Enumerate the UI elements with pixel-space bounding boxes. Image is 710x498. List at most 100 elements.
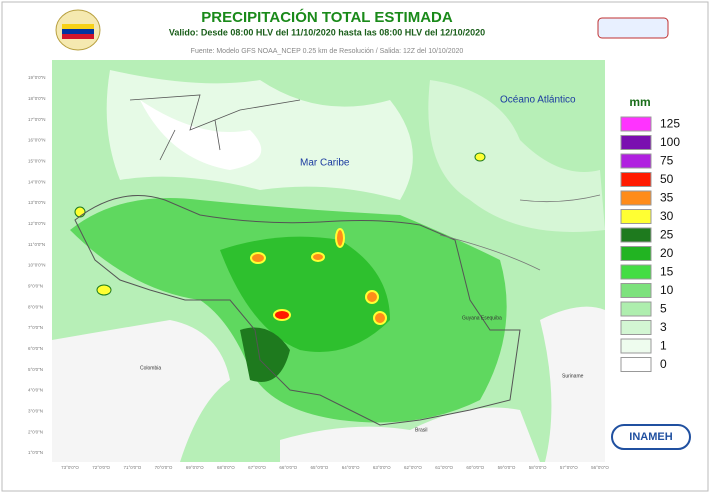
lon-label: 70°0'0"O [155,465,173,470]
lon-label: 56°0'0"O [591,465,609,470]
brazil-area [280,407,540,462]
sea-area [140,100,262,170]
legend-value: 5 [660,302,667,316]
rain-peak [74,206,86,218]
legend-value: 3 [660,320,667,334]
lat-label: 11°0'0"N [28,242,45,247]
lon-label: 71°0'0"O [123,465,141,470]
legend-swatch [620,116,652,132]
legend-value: 25 [660,228,674,242]
subtitle: Valido: Desde 08:00 HLV del 11/10/2020 h… [169,27,485,37]
lat-label: 5°0'0"N [28,367,43,372]
rain-peak [250,252,266,264]
legend-value: 125 [660,117,680,131]
legend-swatch [620,320,652,335]
lat-label: 8°0'0"N [28,304,43,309]
rain-peak [474,152,486,162]
lon-label: 67°0'0"O [248,465,266,470]
lon-label: 63°0'0"O [373,465,391,470]
lat-label: 6°0'0"N [28,346,43,351]
lat-label: 16°0'0"N [28,138,46,143]
legend-value: 35 [660,191,674,205]
map-label: Océano Atlántico [500,95,576,106]
legend-swatch [620,283,652,298]
flag [62,29,94,34]
sea-area [106,70,413,200]
lat-labels: 19°0'0"N 18°0'0"N 17°0'0"N 16°0'0"N 15°0'0"N… [28,75,46,455]
legend-value: 15 [660,265,674,279]
legend-swatch [620,246,652,261]
source: Fuente: Modelo GFS NOAA_NCEP 0.25 km de … [191,48,464,55]
legend-swatch [620,227,652,243]
lon-label: 68°0'0"O [217,465,235,470]
lat-label: 12°0'0"N [28,221,46,226]
legend-swatch [620,301,652,317]
lon-label: 60°0'0"O [466,465,484,470]
campaign-logo [597,17,669,39]
lon-label: 61°0'0"O [435,465,453,470]
lat-label: 18°0'0"N [28,96,46,101]
lon-label: 65°0'0"O [311,465,329,470]
legend-value: 75 [660,154,674,168]
lat-label: 7°0'0"N [28,325,43,330]
lat-label: 19°0'0"N [28,75,46,80]
lat-label: 2°0'0"N [28,429,43,434]
border [74,195,521,426]
lat-label: 1°0'0"N [28,450,43,455]
rain-peak [365,290,379,304]
colombia-area [52,320,230,462]
legend-unit: mm [629,95,650,109]
flag [62,24,94,29]
lon-label: 64°0'0"O [342,465,360,470]
ocean-area [428,80,605,232]
map: Mar Caribe Océano Atlántico Colombia Bra… [52,60,605,462]
lat-label: 13°0'0"N [28,200,46,205]
lon-label: 59°0'0"O [498,465,516,470]
legend-swatch [620,338,652,354]
legend-value: 1 [660,339,667,353]
legend-swatch [620,153,652,169]
title: PRECIPITACIÓN TOTAL ESTIMADA [201,8,453,26]
legend-value: 20 [660,246,674,260]
lat-label: 15°0'0"N [28,159,46,164]
legend-value: 50 [660,172,674,186]
map-label: Colombia [140,365,161,371]
lat-label: 10°0'0"N [28,263,46,268]
legend-swatch [620,264,652,280]
map-label: Guyana Esequiba [462,315,502,321]
rain-peak [373,311,387,325]
rain-peak [96,284,112,296]
rain-peak [311,252,325,262]
lat-label: 17°0'0"N [28,117,46,122]
lat-label: 4°0'0"N [28,388,43,393]
lon-label: 62°0'0"O [404,465,422,470]
maritime-boundary [129,94,301,161]
logo-text: INAMEH [629,431,672,443]
map-label: Brasil [415,427,428,433]
rain-area [220,236,390,352]
lon-labels: 73°0'0"O 72°0'0"O 71°0'0"O 70°0'0"O 69°0'0"O… [61,465,609,470]
legend-value: 0 [660,357,667,371]
suriname-area [540,306,605,462]
flag [62,34,94,39]
lon-label: 57°0'0"O [560,465,578,470]
map-label: Suriname [562,373,584,379]
map-label: Mar Caribe [300,158,350,169]
legend-value: 30 [660,209,674,223]
rain-peak [335,228,345,248]
lat-label: 9°0'0"N [28,284,43,289]
legend-swatch [620,357,652,372]
legend-swatch [620,190,652,206]
rain-peak [273,309,291,321]
legend-value: 100 [660,135,680,149]
lon-label: 69°0'0"O [186,465,204,470]
inameh-logo [611,424,691,450]
lon-label: 73°0'0"O [61,465,79,470]
legend-swatch [620,172,652,187]
rain-area [240,327,290,382]
legend-value: 10 [660,283,674,297]
lon-label: 72°0'0"O [92,465,110,470]
lon-label: 66°0'0"O [279,465,297,470]
